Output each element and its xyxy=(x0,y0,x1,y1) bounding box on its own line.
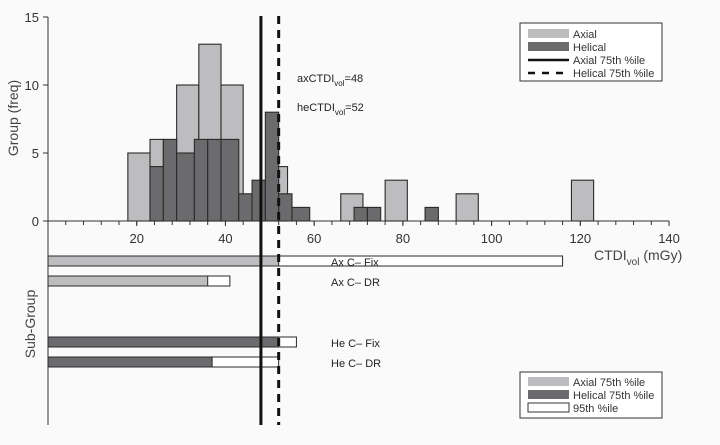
helical-bar xyxy=(176,152,195,222)
percentile-annotation: axCTDIvol=48 xyxy=(297,73,363,88)
x-tick-label: 60 xyxy=(307,231,321,246)
axial-bar xyxy=(127,152,151,222)
subgroup-label: He C– Fix xyxy=(331,338,380,350)
subgroup-label: Ax C– Fix xyxy=(331,257,379,269)
subgroup-axis-title: Sub-Group xyxy=(22,290,38,359)
y-tick-label: 0 xyxy=(32,214,39,229)
helical-bar xyxy=(291,206,311,222)
p75-bar xyxy=(47,336,280,348)
subgroup-bars: Ax C– Fix Ax C– DR He C– Fix He C– DR xyxy=(47,255,564,370)
helical-bar xyxy=(251,179,266,222)
x-tick-label: 20 xyxy=(129,231,143,246)
axis-labels: axCTDIvol=48 heCTDIvol=52 CTDIvol (mGy) Gro… xyxy=(5,73,682,358)
legend-label: 95th %ile xyxy=(573,403,618,415)
x-tick-label: 100 xyxy=(481,231,503,246)
helical-bar xyxy=(220,138,240,222)
legend-label: Helical 75th %ile xyxy=(573,68,654,80)
x-tick-label: 80 xyxy=(396,231,410,246)
y-axis-title: Group (freq) xyxy=(5,80,21,156)
p75-bar xyxy=(47,275,209,287)
axial-bar xyxy=(384,179,408,222)
subgroup-label: Ax C– DR xyxy=(331,277,380,289)
legend-label: Axial 75th %ile xyxy=(573,55,645,67)
helical-bar xyxy=(207,138,222,222)
helical-bar xyxy=(238,193,253,222)
helical-bar xyxy=(366,206,382,222)
y-tick-label: 5 xyxy=(32,146,39,161)
helical-bar xyxy=(353,206,368,222)
p75-bar xyxy=(47,255,280,267)
reference-lines xyxy=(259,16,281,425)
legend-label: Helical 75th %ile xyxy=(573,390,654,402)
axes: 0 5 10 15 20 40 60 80 100 120 140 xyxy=(25,10,680,425)
legend-label: Axial 75th %ile xyxy=(573,377,645,389)
y-tick-label: 10 xyxy=(25,78,39,93)
helical-bar xyxy=(264,111,280,222)
x-tick-label: 40 xyxy=(218,231,232,246)
subgroup-label: He C– DR xyxy=(331,358,381,370)
legend-label: Helical xyxy=(573,42,606,54)
helical-bar xyxy=(193,138,209,222)
x-tick-label: 140 xyxy=(658,231,680,246)
p75-bar xyxy=(47,356,213,368)
helical-bar xyxy=(162,138,178,222)
helical-bar xyxy=(149,166,164,222)
legend-label: Axial xyxy=(573,29,597,41)
axial-bar xyxy=(455,193,479,222)
axial-bar xyxy=(570,179,595,222)
histogram-bars xyxy=(127,43,595,222)
helical-bar xyxy=(278,193,293,222)
x-tick-label: 120 xyxy=(569,231,591,246)
helical-bar xyxy=(424,206,439,222)
x-axis-title: CTDIvol (mGy) xyxy=(594,247,682,268)
y-tick-label: 15 xyxy=(25,10,39,25)
percentile-annotation: heCTDIvol=52 xyxy=(297,102,364,117)
